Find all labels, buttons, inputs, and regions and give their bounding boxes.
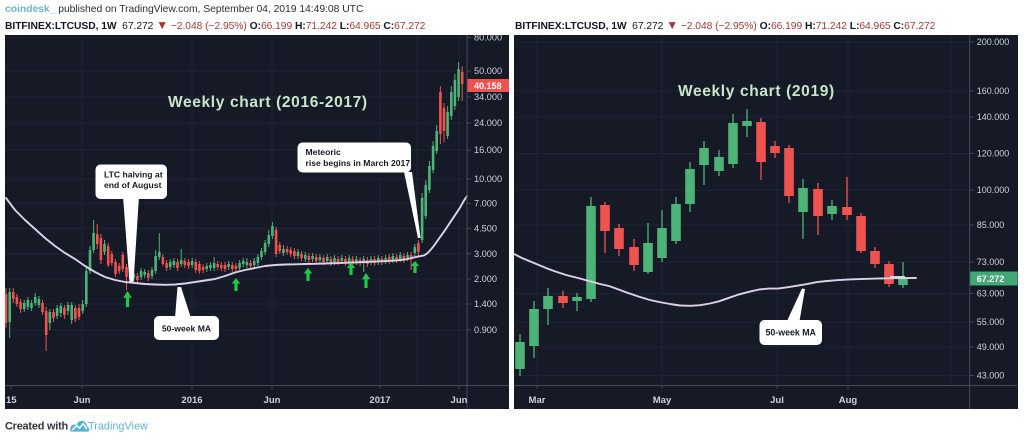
svg-text:Aug: Aug: [839, 395, 858, 406]
svg-text:15: 15: [6, 395, 17, 406]
svg-text:end of August: end of August: [104, 180, 162, 190]
svg-text:2016: 2016: [181, 395, 202, 406]
svg-text:7.000: 7.000: [474, 199, 497, 209]
svg-text:Jun: Jun: [451, 395, 468, 406]
svg-text:40.158: 40.158: [474, 81, 502, 91]
svg-text:Mar: Mar: [529, 395, 546, 406]
svg-text:rise begins in March 2017: rise begins in March 2017: [306, 158, 411, 168]
svg-text:55.000: 55.000: [977, 317, 1005, 327]
svg-text:24.000: 24.000: [474, 118, 502, 128]
svg-text:Weekly chart (2016-2017): Weekly chart (2016-2017): [168, 94, 368, 111]
svg-text:63.000: 63.000: [977, 289, 1005, 299]
svg-text:50-week MA: 50-week MA: [162, 324, 211, 334]
svg-text:160.000: 160.000: [977, 86, 1010, 96]
svg-text:LTC halving at: LTC halving at: [104, 170, 163, 180]
svg-text:34.000: 34.000: [474, 92, 502, 102]
svg-text:Jul: Jul: [770, 395, 784, 406]
svg-text:10.000: 10.000: [474, 174, 502, 184]
svg-text:49.000: 49.000: [977, 342, 1005, 352]
svg-text:67.272: 67.272: [977, 274, 1005, 284]
svg-text:May: May: [653, 395, 672, 406]
svg-text:1.400: 1.400: [474, 299, 497, 309]
svg-text:Jun: Jun: [264, 395, 281, 406]
svg-text:85.000: 85.000: [977, 220, 1005, 230]
svg-text:Meteoric: Meteoric: [306, 147, 342, 157]
svg-text:4.500: 4.500: [474, 224, 497, 234]
svg-text:140.000: 140.000: [977, 112, 1010, 122]
svg-text:Weekly chart (2019): Weekly chart (2019): [678, 83, 835, 100]
svg-text:43.000: 43.000: [977, 371, 1005, 381]
svg-text:0.900: 0.900: [474, 325, 497, 335]
svg-text:50.000: 50.000: [474, 66, 502, 76]
svg-text:3.000: 3.000: [474, 249, 497, 259]
svg-text:2.000: 2.000: [474, 274, 497, 284]
svg-text:120.000: 120.000: [977, 149, 1010, 159]
svg-text:80.000: 80.000: [474, 35, 502, 43]
svg-text:Jun: Jun: [74, 395, 91, 406]
svg-text:200.000: 200.000: [977, 37, 1010, 47]
svg-text:50-week MA: 50-week MA: [766, 328, 817, 338]
svg-text:100.000: 100.000: [977, 185, 1010, 195]
svg-text:16.000: 16.000: [474, 145, 502, 155]
svg-text:2017: 2017: [369, 395, 390, 406]
svg-text:73.000: 73.000: [977, 257, 1005, 267]
